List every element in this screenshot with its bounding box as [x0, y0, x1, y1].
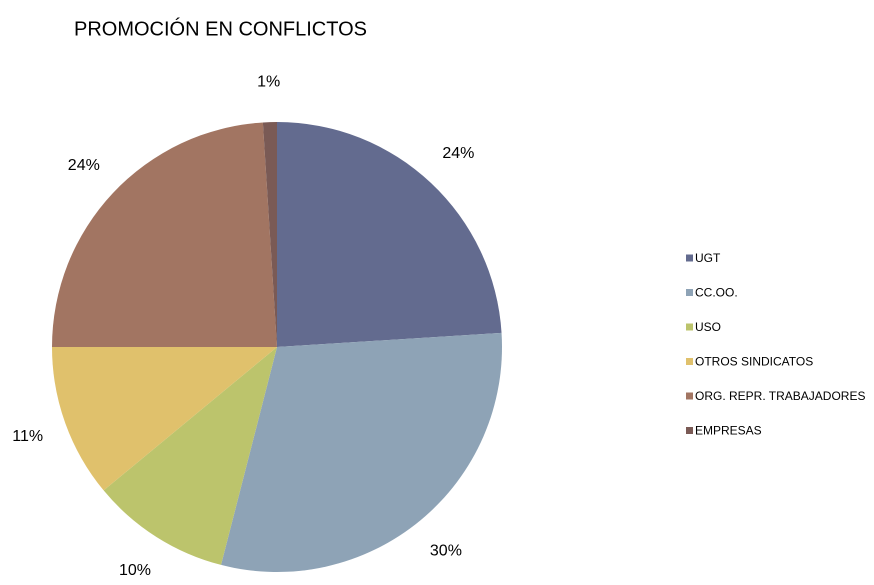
- data-label: 1%: [257, 73, 280, 90]
- legend-swatch: [686, 427, 693, 434]
- legend-label: EMPRESAS: [695, 424, 762, 438]
- legend-swatch: [686, 323, 693, 331]
- legend-label: USO: [695, 320, 721, 334]
- pie-slice: [103, 347, 277, 565]
- legend-swatch: [686, 289, 693, 296]
- legend-swatch: [686, 392, 693, 400]
- data-label: 24%: [442, 145, 474, 162]
- pie-slice: [277, 122, 502, 347]
- legend-swatch: [686, 254, 693, 262]
- data-label: 24%: [68, 157, 100, 174]
- pie-slice: [52, 347, 277, 491]
- legend-swatch: [686, 358, 693, 365]
- legend-label: OTROS SINDICATOS: [695, 355, 813, 369]
- legend-label: ORG. REPR. TRABAJADORES: [695, 389, 865, 403]
- pie-slice: [262, 122, 277, 347]
- chart-title: PROMOCIÓN EN CONFLICTOS: [74, 17, 367, 40]
- data-label: 30%: [430, 542, 462, 559]
- data-label: 11%: [12, 428, 43, 445]
- legend-label: UGT: [695, 251, 721, 265]
- pie-slice: [221, 332, 502, 572]
- data-label: 10%: [119, 562, 151, 579]
- legend-label: CC.OO.: [695, 286, 738, 300]
- pie-slice: [52, 122, 277, 347]
